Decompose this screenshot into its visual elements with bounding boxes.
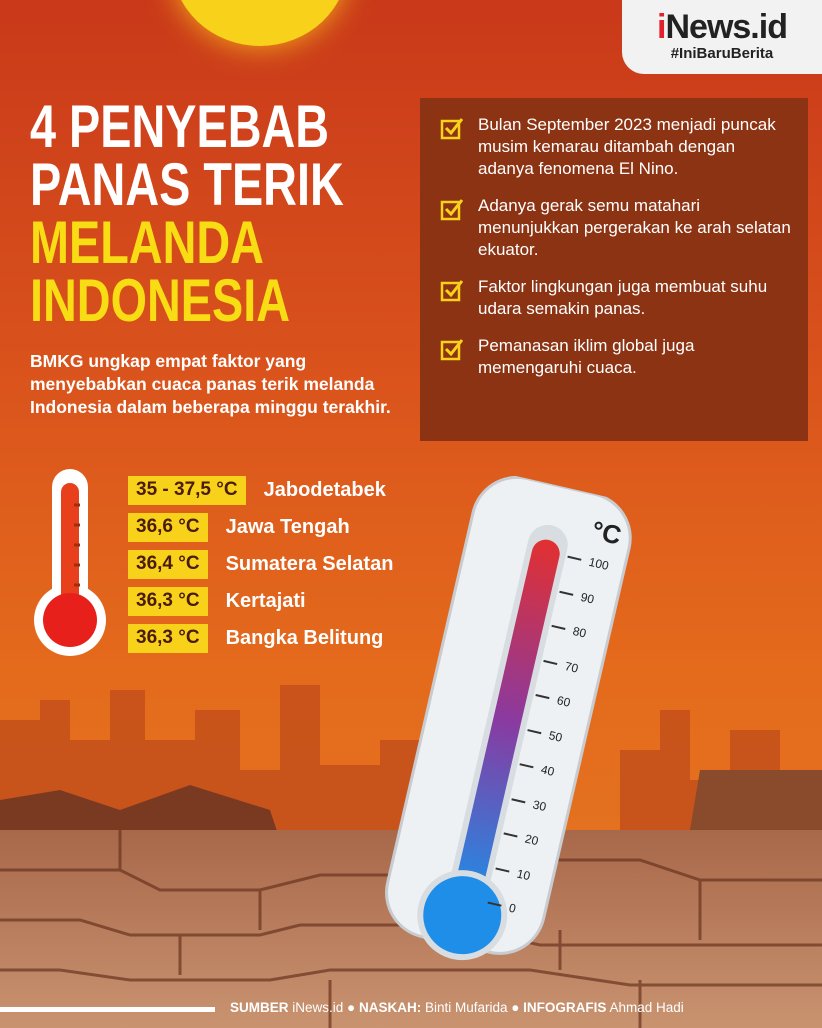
thermometer-tick-label: 0 (507, 900, 518, 916)
temperature-location: Sumatera Selatan (225, 553, 394, 575)
temperature-location: Jabodetabek (263, 479, 386, 501)
temperature-location: Bangka Belitung (225, 627, 384, 649)
checkbox-check-icon (440, 118, 464, 140)
temperature-location: Kertajati (225, 590, 306, 612)
reason-text: Adanya gerak semu matahari menunjukkan p… (478, 196, 791, 259)
thermometer-tick-label: 50 (547, 727, 564, 745)
thermometer-tick-label: 40 (539, 762, 556, 779)
temperature-row: 36,4 °C Sumatera Selatan (128, 546, 393, 583)
checkbox-check-icon (440, 280, 464, 302)
small-thermometer-icon (34, 469, 106, 656)
thermometer-tick-label: 30 (531, 796, 548, 814)
logo-tagline: #IniBaruBerita (670, 45, 774, 62)
thermometer-tick-label: 20 (523, 831, 540, 849)
logo-text: News.id (665, 8, 787, 46)
thermometer-tick-label: 70 (563, 658, 580, 676)
inews-logo: iNews.id #IniBaruBerita (622, 0, 822, 74)
reason-text: Faktor lingkungan juga membuat suhu udar… (478, 277, 768, 318)
credit-bar (0, 1007, 215, 1012)
temperature-row: 36,6 °C Jawa Tengah (128, 509, 393, 546)
lead-paragraph: BMKG ungkap empat faktor yang menyebabka… (30, 351, 391, 417)
temperature-row: 36,3 °C Kertajati (128, 583, 393, 620)
title-line-1: 4 PENYEBAB (30, 93, 330, 160)
credit-writer-label: NASKAH: (358, 1000, 422, 1015)
logo-i: i (657, 8, 667, 46)
reason-text: Pemanasan iklim global juga memengaruhi … (478, 336, 695, 377)
temperature-row: 35 - 37,5 °C Jabodetabek (128, 472, 393, 509)
credit-designer: Ahmad Hadi (609, 1000, 684, 1015)
thermometer-tick-label: 10 (515, 866, 532, 883)
credit-source: iNews.id (292, 1000, 344, 1015)
credit-writer: Binti Mufarida (424, 1000, 508, 1015)
thermometer-tick-label: 80 (571, 623, 588, 641)
reason-item: Bulan September 2023 menjadi puncak musi… (440, 114, 794, 180)
checkbox-check-icon (440, 199, 464, 221)
reasons-box: Bulan September 2023 menjadi puncak musi… (420, 98, 808, 441)
temperature-value: 35 - 37,5 °C (128, 476, 246, 505)
credits: SUMBER iNews.id ● NASKAH: Binti Mufarida… (0, 1000, 822, 1018)
reason-item: Pemanasan iklim global juga memengaruhi … (440, 335, 794, 379)
temperature-list: 35 - 37,5 °C Jabodetabek 36,6 °C Jawa Teng… (128, 472, 393, 657)
thermometer-tick-label: 90 (579, 589, 596, 607)
page-title: 4 PENYEBAB PANAS TERIK MELANDA INDONESIA (30, 93, 344, 334)
temperature-value: 36,3 °C (128, 624, 208, 653)
thermometer-body (385, 475, 632, 961)
title-line-3: MELANDA (30, 209, 264, 276)
sun-illustration (172, 0, 348, 46)
temperature-value: 36,6 °C (128, 513, 208, 542)
thermometer-tick-label: 60 (555, 693, 572, 710)
temperature-value: 36,3 °C (128, 587, 208, 616)
thermometer-tick-label: 100 (587, 554, 611, 573)
title-line-4: INDONESIA (30, 267, 291, 334)
temperature-location: Jawa Tengah (225, 516, 350, 538)
checkbox-check-icon (440, 339, 464, 361)
credit-source-label: SUMBER (230, 1000, 289, 1015)
temperature-row: 36,3 °C Bangka Belitung (128, 620, 393, 657)
reason-item: Adanya gerak semu matahari menunjukkan p… (440, 195, 794, 261)
title-line-2: PANAS TERIK (30, 151, 344, 218)
reason-item: Faktor lingkungan juga membuat suhu udar… (440, 276, 794, 320)
large-thermometer-illustration: °C 100 90 80 70 60 50 40 30 20 10 0 (342, 462, 669, 999)
temperature-value: 36,4 °C (128, 550, 208, 579)
credit-designer-label: INFOGRAFIS (523, 1000, 607, 1015)
reason-text: Bulan September 2023 menjadi puncak musi… (478, 115, 776, 178)
